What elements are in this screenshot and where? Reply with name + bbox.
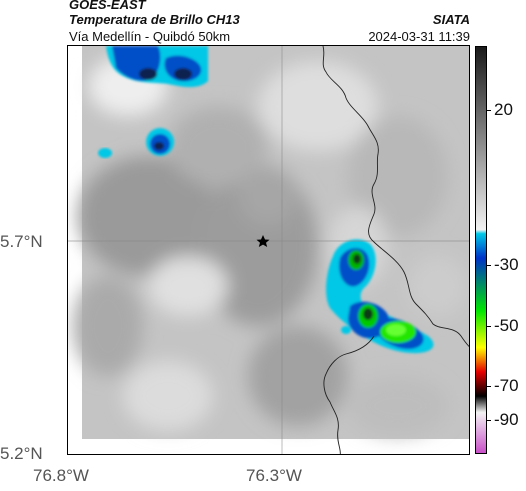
colorbar-label-minus-70: -70 <box>494 376 519 395</box>
gray-cloud-field <box>73 46 469 439</box>
brightness-temperature-map <box>67 45 470 455</box>
colorbar-label-minus-90: -90 <box>494 410 519 429</box>
cold-cloud-cells <box>98 46 434 354</box>
colorbar-tick <box>487 265 491 266</box>
colorbar-tick <box>487 326 491 327</box>
datetime-label: 2024-03-31 11:39 <box>368 29 470 44</box>
lon-tick-76-3: 76.3°W <box>246 466 302 485</box>
lon-tick-76-8: 76.8°W <box>33 466 89 485</box>
colorbar-tick <box>487 386 491 387</box>
political-borders <box>322 46 469 454</box>
map-gridlines <box>68 46 469 454</box>
map-canvas <box>68 46 469 454</box>
star-icon <box>256 235 270 247</box>
lat-tick-5-7: 5.7°N <box>0 232 43 251</box>
colorbar-tick <box>487 420 491 421</box>
colorbar-label-minus-30: -30 <box>494 255 519 274</box>
product-title: Temperatura de Brillo CH13 <box>69 12 240 27</box>
colorbar-label-minus-50: -50 <box>494 316 519 335</box>
colorbar-label-20: 20 <box>494 100 513 119</box>
agency-label: SIATA <box>432 12 470 27</box>
lat-tick-5-2: 5.2°N <box>0 444 43 463</box>
region-subtitle: Vía Medellín - Quibdó 50km <box>69 29 231 44</box>
temperature-colorbar <box>475 46 487 454</box>
colorbar-tick <box>487 110 491 111</box>
location-star-marker <box>256 235 270 247</box>
satellite-title: GOES-EAST <box>69 0 146 12</box>
